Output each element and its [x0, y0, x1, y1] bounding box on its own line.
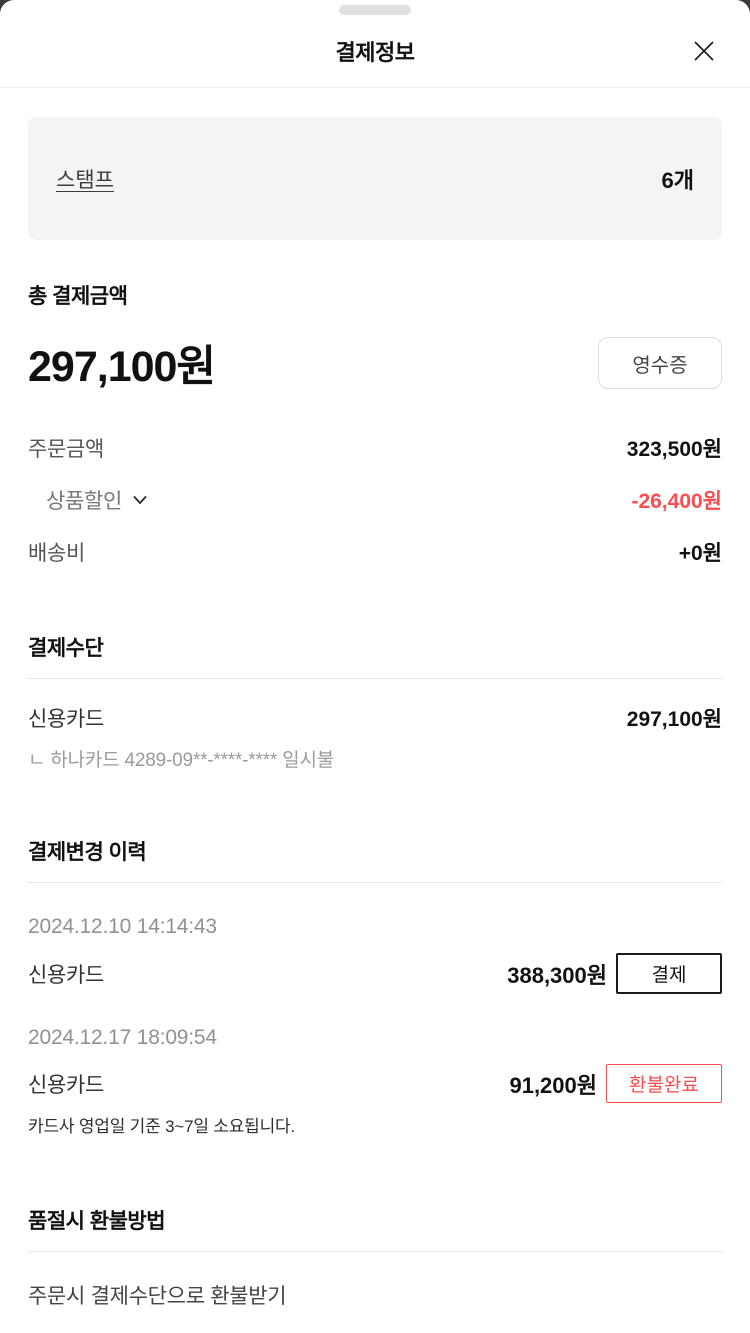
- history-datetime: 2024.12.10 14:14:43: [28, 915, 217, 938]
- card-detail: ㄴ 하나카드 4289-09**-****-**** 일시불: [28, 750, 335, 771]
- history-amount: 91,200원: [509, 1072, 597, 1098]
- history-amount: 388,300원: [507, 962, 607, 988]
- history-entry: 2024.12.10 14:14:43 신용카드 388,300원 결제: [28, 915, 722, 994]
- payment-method-section: 결제수단 신용카드 297,100원 ㄴ 하나카드 4289-09**-****…: [28, 632, 722, 772]
- product-discount-value: -26,400원: [631, 490, 722, 513]
- shipping-fee-row: 배송비 +0원: [28, 526, 722, 578]
- history-method: 신용카드: [28, 963, 105, 987]
- total-payment-section: 총 결제금액 297,100원 영수증 주문금액 323,500원 상품할인: [28, 280, 722, 578]
- total-payment-heading: 총 결제금액: [28, 285, 128, 308]
- refund-method-description: 주문시 결제수단으로 환불받기: [28, 1285, 287, 1308]
- payment-method-row: 신용카드 297,100원: [28, 703, 722, 733]
- product-discount-label: 상품할인: [46, 490, 123, 513]
- payment-history-heading: 결제변경 이력: [28, 836, 722, 883]
- payment-method-name: 신용카드: [28, 708, 105, 731]
- payment-method-heading: 결제수단: [28, 632, 722, 679]
- drag-handle[interactable]: [339, 5, 411, 15]
- history-row: 신용카드 388,300원 결제: [28, 953, 722, 994]
- refund-method-section: 품절시 환불방법 주문시 결제수단으로 환불받기: [28, 1205, 722, 1310]
- sheet-content: 스탬프 6개 총 결제금액 297,100원 영수증 주문금액 323,500원…: [0, 117, 750, 1310]
- page-title: 결제정보: [335, 40, 415, 65]
- payment-method-amount: 297,100원: [626, 708, 722, 731]
- stamp-card: 스탬프 6개: [28, 117, 722, 240]
- order-amount-label: 주문금액: [28, 438, 105, 461]
- close-icon: [690, 37, 718, 65]
- product-discount-row: 상품할인 -26,400원: [28, 474, 722, 526]
- stamp-count: 6개: [661, 167, 694, 193]
- history-entry: 2024.12.17 18:09:54 신용카드 91,200원 환불완료 카드…: [28, 1026, 722, 1137]
- order-amount-row: 주문금액 323,500원: [28, 422, 722, 474]
- history-datetime: 2024.12.17 18:09:54: [28, 1026, 217, 1049]
- close-button[interactable]: [684, 31, 724, 71]
- status-badge-paid: 결제: [616, 953, 722, 994]
- status-badge-refunded: 환불완료: [606, 1064, 722, 1103]
- history-method: 신용카드: [28, 1073, 105, 1097]
- refund-note: 카드사 영업일 기준 3~7일 소요됩니다.: [28, 1117, 296, 1136]
- order-amount-value: 323,500원: [626, 438, 722, 461]
- receipt-button[interactable]: 영수증: [598, 337, 722, 389]
- amount-breakdown: 주문금액 323,500원 상품할인 -26,400원: [28, 422, 722, 578]
- product-discount-toggle[interactable]: 상품할인: [28, 485, 149, 515]
- stamp-label[interactable]: 스탬프: [56, 168, 114, 192]
- refund-method-heading: 품절시 환불방법: [28, 1205, 722, 1252]
- total-payment-amount: 297,100원: [28, 343, 216, 391]
- shipping-fee-label: 배송비: [28, 542, 86, 565]
- chevron-down-icon: [131, 491, 149, 509]
- sheet-header: 결제정보: [0, 15, 750, 88]
- shipping-fee-value: +0원: [678, 542, 722, 565]
- payment-history-section: 결제변경 이력 2024.12.10 14:14:43 신용카드 388,300…: [28, 836, 722, 1137]
- history-row: 신용카드 91,200원 환불완료: [28, 1064, 722, 1103]
